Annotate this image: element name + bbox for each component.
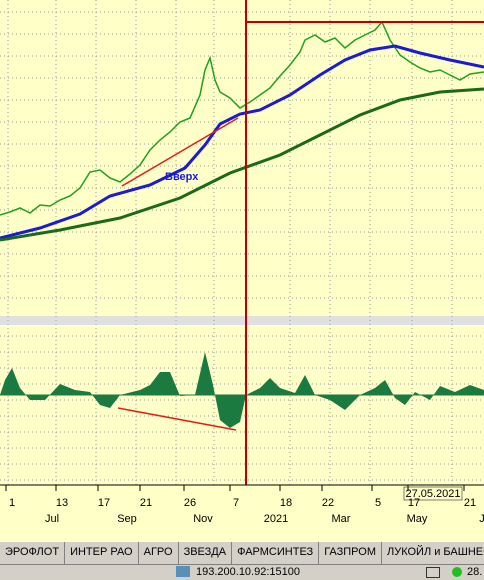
x-label: J [479,513,484,525]
x-label: Nov [193,513,213,525]
x-label: Sep [117,513,137,525]
x-label: 21 [140,497,152,509]
price-panel [0,0,484,316]
x-label: 1 [9,497,15,509]
annotation: Вверх [165,171,199,183]
network-icon [176,566,190,577]
oscillator [0,352,484,428]
x-label: Jul [45,513,59,525]
divergence-line [117,407,237,431]
x-label: 7 [233,497,239,509]
mail-icon [426,567,440,578]
x-label: Mar [332,513,351,525]
x-label: 17 [98,497,110,509]
x-label: 21 [464,497,476,509]
tab[interactable]: ЭРОФЛОТ [0,542,66,564]
x-label: 18 [280,497,292,509]
tab[interactable]: ФАРМСИНТЕЗ [232,542,320,564]
status-value: 28. [467,566,483,578]
x-label: 13 [56,497,68,509]
status-bar: 193.200.10.92:15100 28. [0,564,484,580]
tab[interactable]: ИНТЕР РАО [65,542,139,564]
chart: Вверх 27.05.2021 1 13 17 21 26 7 18 22 5 17 21 Jul S… [0,0,484,541]
x-label: 22 [322,497,334,509]
moving-average-slow [0,87,484,242]
x-label: 26 [184,497,196,509]
tab[interactable]: АГРО [139,542,179,564]
date-label: 27.05.2021 [405,488,460,500]
x-label: 17 [408,497,420,509]
x-label: 5 [375,497,381,509]
server: 193.200.10.92:15100 [196,566,300,578]
moving-average-fast [0,44,484,240]
splitter [0,316,484,325]
connection-icon [452,567,462,577]
tab-bar: ЭРОФЛОТ ИНТЕР РАО АГРО ЗВЕЗДА ФАРМСИНТЕЗ ГАЗП… [0,541,484,564]
x-label: May [407,513,428,525]
x-label: 2021 [264,513,288,525]
trend-line [121,117,239,187]
date-box [403,486,463,501]
time-axis [0,485,484,541]
tab[interactable]: ЗВЕЗДА [179,542,233,564]
grid [0,0,484,485]
tab[interactable]: ГАЗПРОМ [319,542,382,564]
tab[interactable]: ЛУКОЙЛ и БАШНЕФ [382,542,484,564]
